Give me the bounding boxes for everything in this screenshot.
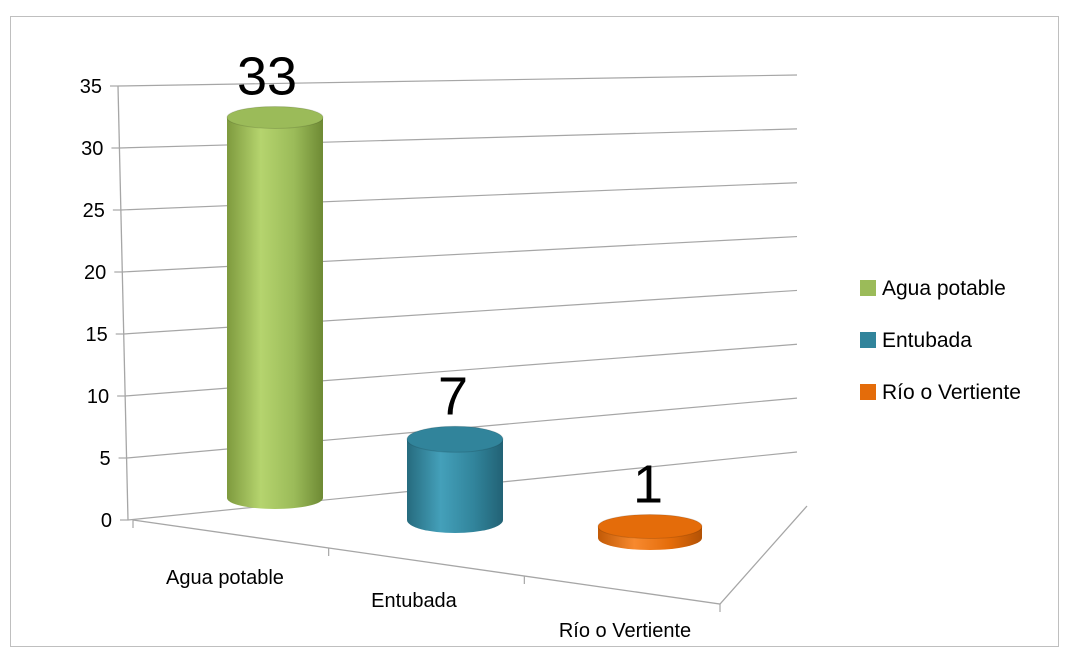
- bar-body: [407, 439, 503, 533]
- data-label: 33: [237, 46, 297, 106]
- bar-top: [226, 105, 324, 129]
- bar-cylinder: [406, 425, 504, 533]
- legend-item: Agua potable: [860, 277, 1006, 300]
- x-category-label: Entubada: [371, 590, 458, 612]
- y-tick-label: 20: [84, 262, 106, 284]
- y-tick-label: 25: [83, 200, 105, 222]
- bar-top: [597, 513, 703, 539]
- legend-label: Río o Vertiente: [882, 381, 1021, 404]
- x-category-label: Río o Vertiente: [559, 620, 691, 642]
- bar-cylinder: [597, 513, 703, 550]
- y-tick-label: 0: [101, 510, 112, 532]
- y-axis-line: [117, 85, 129, 521]
- gridline: [117, 74, 798, 87]
- data-label: 7: [438, 366, 468, 426]
- y-tick-label: 15: [85, 324, 107, 346]
- data-label: 1: [633, 454, 663, 514]
- legend-label: Agua potable: [882, 277, 1006, 300]
- axes: [110, 85, 721, 612]
- y-tick-label: 35: [80, 76, 102, 98]
- legend-swatch: [860, 332, 876, 348]
- y-axis-tick-labels: 0 5 10 15 20 25 30 35: [80, 76, 112, 532]
- legend-swatch: [860, 280, 876, 296]
- y-tick-label: 10: [87, 386, 109, 408]
- y-tick-label: 30: [81, 138, 103, 160]
- bars: [226, 105, 703, 550]
- chart-border: [10, 16, 1059, 647]
- legend-swatch: [860, 384, 876, 400]
- bar-top: [406, 425, 504, 453]
- legend: Agua potable Entubada Río o Vertiente: [860, 277, 1021, 404]
- x-category-label: Agua potable: [166, 567, 284, 589]
- data-labels: 33 7 1: [237, 46, 663, 514]
- bar-body: [227, 117, 323, 509]
- bar-cylinder: [226, 105, 324, 509]
- y-tick-label: 5: [99, 448, 110, 470]
- x-axis-category-labels: Agua potable Entubada Río o Vertiente: [166, 567, 691, 642]
- legend-item: Río o Vertiente: [860, 381, 1021, 404]
- legend-label: Entubada: [882, 329, 972, 352]
- legend-item: Entubada: [860, 329, 972, 352]
